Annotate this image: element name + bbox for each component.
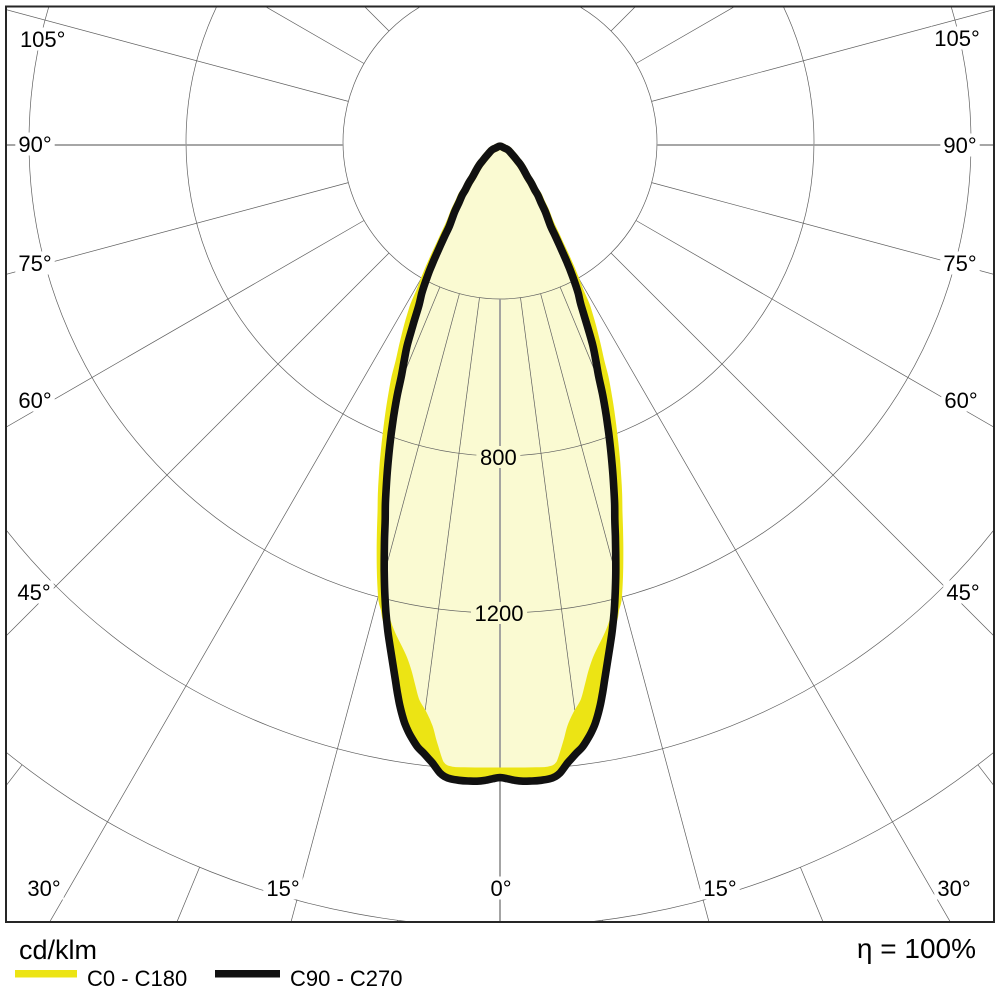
svg-text:C90 - C270: C90 - C270 [290, 966, 403, 991]
svg-text:75°: 75° [943, 251, 976, 276]
svg-text:15°: 15° [266, 876, 299, 901]
svg-text:15°: 15° [703, 876, 736, 901]
svg-text:90°: 90° [943, 133, 976, 158]
svg-text:75°: 75° [18, 251, 51, 276]
svg-text:45°: 45° [17, 580, 50, 605]
svg-text:C0 - C180: C0 - C180 [87, 966, 187, 991]
svg-text:60°: 60° [944, 388, 977, 413]
svg-text:1200: 1200 [475, 601, 524, 626]
svg-text:30°: 30° [937, 876, 970, 901]
svg-text:105°: 105° [20, 27, 66, 52]
svg-text:45°: 45° [946, 580, 979, 605]
svg-text:0°: 0° [490, 876, 511, 901]
svg-text:30°: 30° [27, 876, 60, 901]
svg-text:800: 800 [480, 445, 517, 470]
svg-text:cd/klm: cd/klm [19, 935, 97, 965]
svg-text:105°: 105° [934, 26, 980, 51]
svg-text:η = 100%: η = 100% [857, 933, 976, 964]
svg-text:90°: 90° [18, 132, 51, 157]
svg-text:60°: 60° [18, 388, 51, 413]
